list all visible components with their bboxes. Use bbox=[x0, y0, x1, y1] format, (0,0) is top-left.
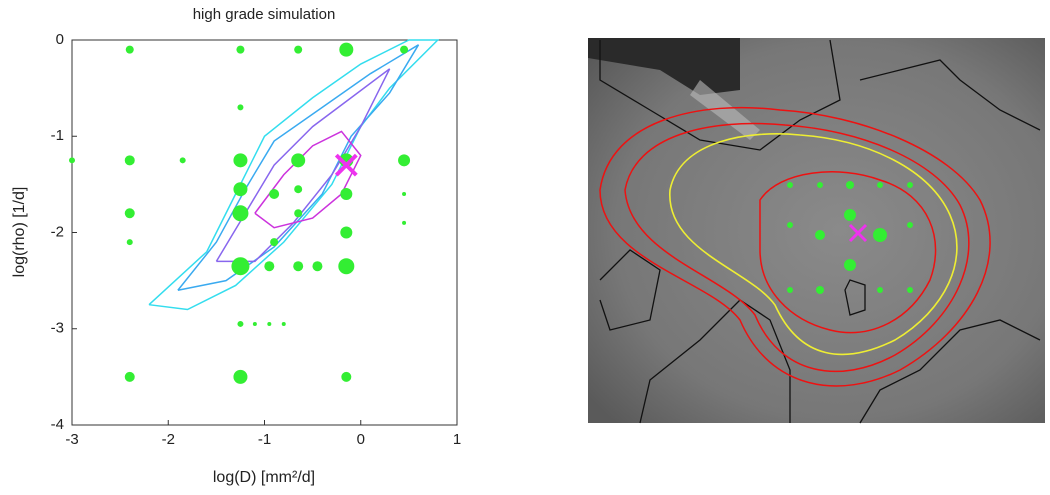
point bbox=[269, 189, 280, 199]
point bbox=[312, 261, 323, 272]
y-tick-label: -2 bbox=[51, 223, 64, 240]
bright-region bbox=[690, 80, 760, 140]
mri-image bbox=[588, 38, 1045, 423]
point bbox=[267, 321, 272, 326]
best-fit bbox=[334, 153, 358, 177]
x-tick-label: -1 bbox=[258, 431, 271, 448]
tissue-contour bbox=[599, 39, 841, 151]
x-axis-label: log(D) [mm²/d] bbox=[213, 469, 315, 486]
contour bbox=[215, 68, 391, 263]
point bbox=[252, 321, 257, 326]
y-axis-label: log(rho) [1/d] bbox=[11, 187, 28, 278]
point bbox=[232, 205, 249, 222]
point bbox=[341, 371, 352, 382]
point bbox=[339, 42, 354, 57]
point bbox=[124, 208, 135, 219]
point bbox=[264, 261, 275, 272]
best-fit-marker bbox=[848, 223, 868, 243]
point bbox=[294, 209, 303, 218]
point bbox=[400, 45, 409, 54]
point bbox=[179, 157, 186, 164]
x-tick-label: 0 bbox=[357, 431, 365, 448]
point bbox=[237, 104, 244, 111]
point bbox=[270, 238, 279, 247]
point bbox=[231, 257, 250, 276]
y-tick-label: 0 bbox=[56, 31, 64, 48]
red-contour bbox=[759, 171, 937, 334]
left-panel: high grade simulation log(D) [mm²/d] log… bbox=[11, 6, 461, 486]
x-tick-label: -2 bbox=[162, 431, 175, 448]
tumor-contours bbox=[599, 106, 991, 387]
parameter-grid bbox=[787, 181, 913, 294]
image-panel bbox=[588, 38, 1045, 424]
chart-title: high grade simulation bbox=[193, 6, 336, 23]
point bbox=[338, 258, 355, 275]
point bbox=[237, 320, 244, 327]
yellow-contour bbox=[669, 133, 958, 356]
point bbox=[124, 371, 135, 382]
point bbox=[69, 157, 75, 164]
x-tick-label: -3 bbox=[65, 431, 78, 448]
point bbox=[294, 185, 303, 194]
point bbox=[236, 45, 245, 54]
y-tick-label: -4 bbox=[51, 416, 64, 433]
contour bbox=[148, 39, 440, 311]
tissue-contour bbox=[859, 59, 1041, 131]
point bbox=[233, 182, 248, 197]
point bbox=[340, 188, 353, 200]
y-tick-label: -1 bbox=[51, 127, 64, 144]
point bbox=[398, 154, 411, 167]
point bbox=[402, 192, 407, 196]
point bbox=[233, 153, 248, 168]
red-contour bbox=[624, 122, 970, 373]
point bbox=[281, 321, 286, 326]
point bbox=[402, 220, 407, 225]
point bbox=[124, 155, 135, 166]
point bbox=[126, 239, 133, 246]
plot-frame bbox=[71, 39, 458, 426]
point bbox=[233, 369, 248, 384]
tissue-contour bbox=[859, 319, 1041, 424]
x-tick-label: 1 bbox=[453, 431, 461, 448]
tissue-contour bbox=[599, 249, 661, 331]
tissue-contours bbox=[599, 39, 1041, 424]
y-tick-label: -3 bbox=[51, 320, 64, 337]
point bbox=[340, 226, 353, 239]
tissue-contour bbox=[844, 279, 866, 316]
point bbox=[293, 261, 304, 272]
point bbox=[125, 45, 134, 54]
red-contour bbox=[599, 106, 991, 387]
dark-region bbox=[588, 38, 740, 95]
point bbox=[294, 45, 303, 54]
point bbox=[291, 153, 306, 168]
